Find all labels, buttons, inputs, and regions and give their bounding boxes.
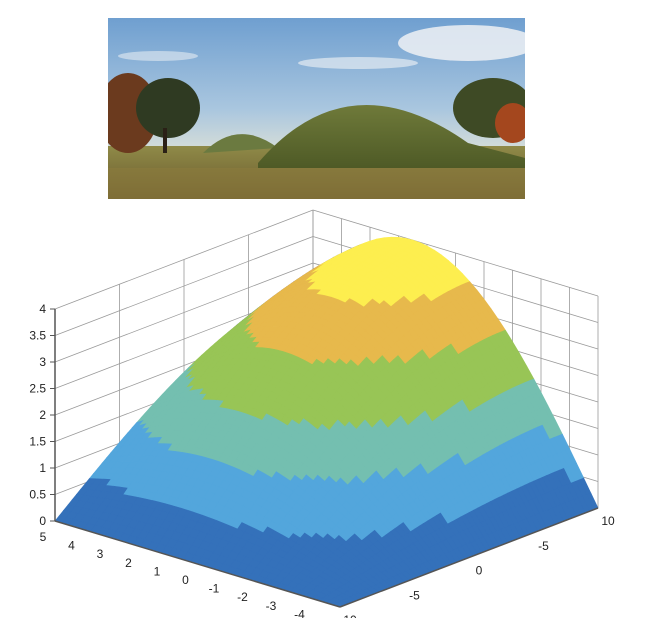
large-mound: [258, 104, 525, 168]
left-axis-tick-label: 1: [154, 564, 161, 578]
z-tick-label: 0.5: [29, 488, 46, 502]
trees-right: [453, 78, 525, 143]
landscape-photo-burial-mounds: [108, 18, 525, 199]
z-tick-label: 3: [39, 355, 46, 369]
left-axis-line: [54, 520, 341, 608]
right-axis-tick-label: -5: [409, 588, 420, 602]
z-tick-label: 2.5: [29, 382, 46, 396]
left-axis-tick-label: -4: [294, 607, 305, 618]
right-axis-tick-label: 10: [343, 613, 357, 618]
z-tick-label: 1: [39, 461, 46, 475]
z-tick-label: 1.5: [29, 435, 46, 449]
left-axis-tick-label: -1: [209, 582, 220, 596]
trees-left: [108, 73, 200, 153]
left-axis-tick-label: 4: [68, 539, 75, 553]
small-mound: [203, 134, 278, 153]
z-tick-label: 4: [39, 302, 46, 316]
left-axis-tick-label: 5: [40, 530, 47, 544]
cloud: [118, 51, 198, 61]
cloud: [398, 25, 525, 61]
right-axis-tick-label: 0: [476, 564, 483, 578]
left-axis-tick-label: -2: [237, 590, 248, 604]
right-axis-tick-label: -5: [538, 539, 549, 553]
left-axis-tick-label: -3: [266, 599, 277, 613]
left-axis-tick-label: 3: [97, 547, 104, 561]
right-axis-line: [339, 507, 599, 608]
surface: [54, 236, 599, 608]
foreground-grass: [108, 168, 525, 199]
left-axis-tick-label: -5: [323, 616, 334, 618]
left-axis-tick-label: 0: [182, 573, 189, 587]
z-tick-label: 0: [39, 514, 46, 528]
left-axis-tick-label: 2: [125, 556, 132, 570]
z-tick-label: 3.5: [29, 329, 46, 343]
z-tick-label: 2: [39, 408, 46, 422]
tick-labels: 00.511.522.533.54543210-1-2-3-4-510-50-5…: [29, 302, 615, 618]
cloud: [298, 57, 418, 69]
right-axis-tick-label: 10: [601, 514, 615, 528]
axes: [50, 308, 599, 608]
